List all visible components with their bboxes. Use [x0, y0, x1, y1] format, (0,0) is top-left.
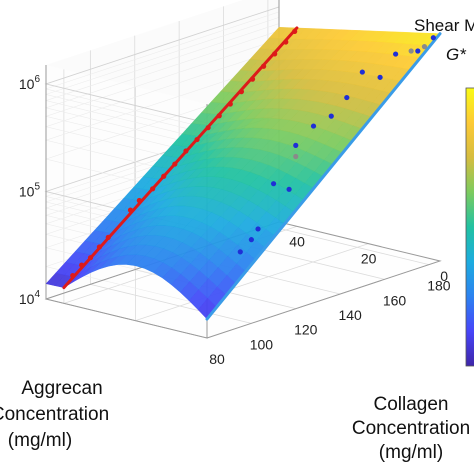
series-1-point	[150, 186, 156, 192]
colorbar-title-line2: G*	[446, 45, 467, 64]
series-1-point	[87, 255, 94, 261]
series-2-point	[293, 153, 299, 160]
y-axis-label-line1: Aggrecan	[21, 378, 102, 399]
x-axis-label-line2: Concentration	[352, 418, 470, 439]
series-1-point	[70, 273, 76, 279]
floor	[46, 222, 440, 338]
z-tick-label: 104	[19, 289, 41, 307]
series-1-point	[183, 148, 189, 154]
series-1-point	[216, 113, 222, 119]
x-axis-label-line3: (mg/ml)	[379, 442, 443, 463]
y-axis-label-line3: (mg/ml)	[8, 430, 72, 451]
series-1-point	[238, 89, 245, 95]
fitted-surface	[45, 26, 441, 320]
series-0-fit-line	[205, 32, 442, 321]
series-1-point	[172, 161, 178, 167]
series-2-point	[421, 44, 428, 50]
colorbar	[465, 87, 474, 367]
box-edge-floor	[206, 221, 442, 339]
series-1-point	[249, 76, 256, 82]
series-1-point	[272, 51, 278, 57]
series-0-point	[415, 48, 421, 54]
series-1-point	[96, 244, 102, 250]
series-0-point	[310, 123, 317, 129]
series-2-point	[408, 48, 414, 54]
x-tick-label: 80	[209, 351, 225, 367]
x-tick-label: 180	[427, 278, 451, 294]
series-1-fit-line	[62, 26, 299, 290]
series-1-point	[161, 173, 167, 179]
y-axis-label-line2: Concentration	[0, 404, 109, 425]
series-0-point	[237, 249, 243, 255]
x-tick-label: 100	[250, 336, 274, 352]
series-1-point	[292, 28, 298, 35]
y-tick-label: 0	[440, 268, 448, 284]
series-1-point	[227, 101, 233, 107]
series-0-point	[270, 181, 277, 187]
x-axis-label-line1: Collagen	[374, 394, 449, 415]
series-1-point	[136, 197, 142, 204]
series-0-point	[286, 186, 292, 192]
series-1-point	[79, 262, 85, 268]
series-1-point	[261, 63, 267, 69]
series-0-point	[293, 142, 299, 148]
x-tick-label: 140	[338, 307, 362, 323]
series-1-point	[127, 207, 134, 213]
y-tick-label: 40	[289, 233, 305, 249]
series-0-point	[377, 74, 383, 80]
series-1-point	[283, 39, 289, 45]
z-tick-label: 106	[19, 74, 41, 92]
series-0-point	[328, 113, 334, 119]
x-tick-label: 160	[383, 292, 407, 308]
series-0-point	[393, 51, 399, 57]
data-series	[62, 26, 442, 321]
grid-line-y-floor	[135, 243, 369, 322]
grid-line-x-floor	[90, 283, 252, 324]
series-0-point	[430, 35, 436, 41]
series-1-point	[205, 125, 211, 131]
colorbar-title-line1: Shear M	[414, 16, 474, 35]
grid-line-x-floor	[267, 225, 429, 266]
y-tick-label: 20	[361, 251, 377, 267]
colorbar-bar	[465, 87, 474, 367]
z-tick-label: 105	[19, 181, 41, 199]
x-tick-label: 120	[294, 322, 318, 338]
series-1-point	[194, 136, 200, 143]
series-0-point	[255, 226, 261, 232]
series-0-point	[248, 237, 254, 243]
series-1-point	[105, 234, 111, 240]
series-0-point	[359, 69, 365, 75]
series-0-point	[344, 94, 350, 101]
